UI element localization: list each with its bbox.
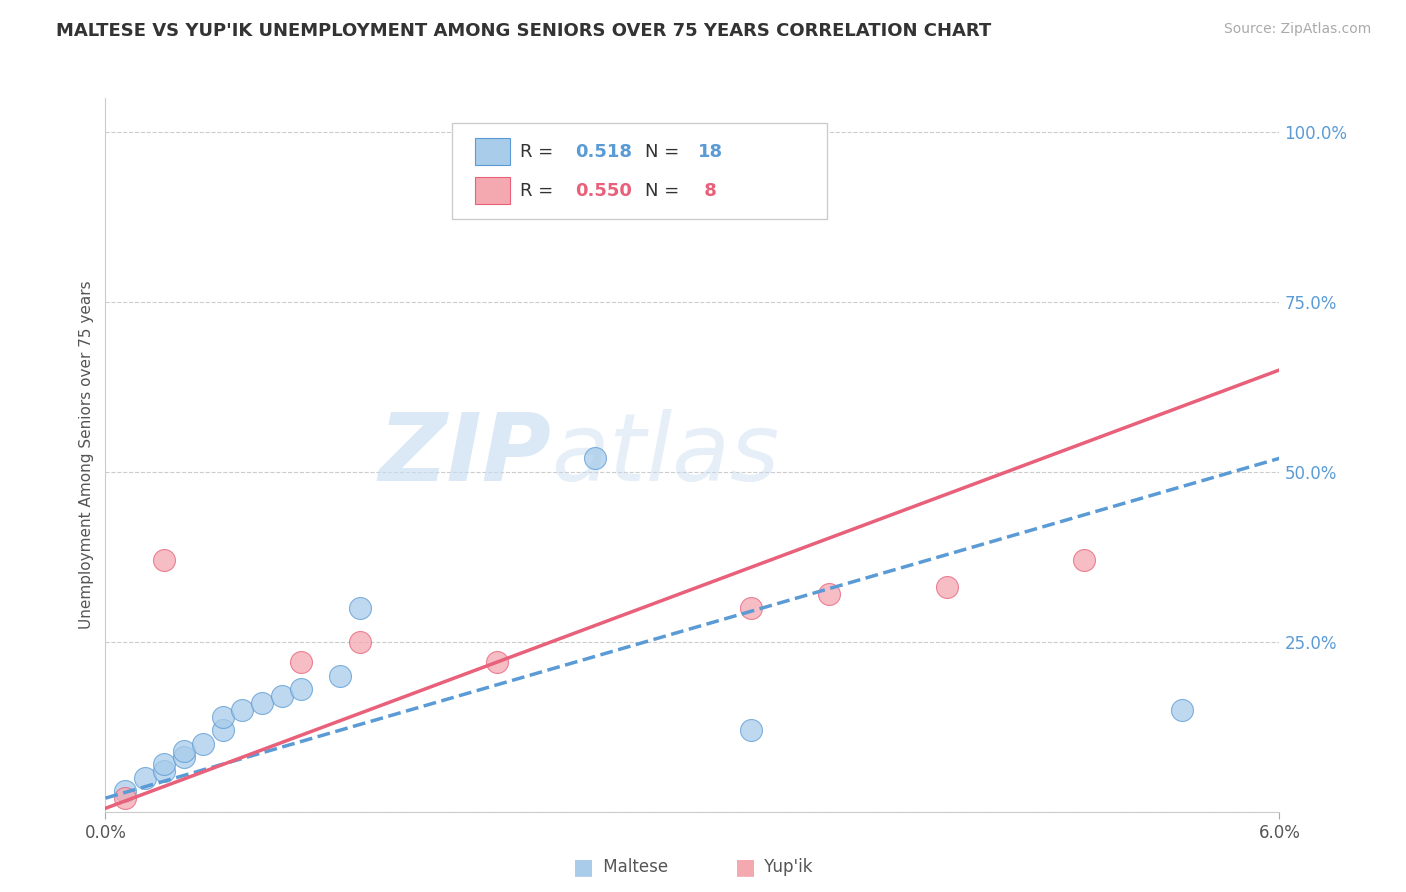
Text: R =: R = <box>520 143 558 161</box>
Point <box>153 757 176 772</box>
Text: ■: ■ <box>574 857 593 877</box>
Text: Yup'ik: Yup'ik <box>759 858 813 876</box>
Point <box>153 764 176 778</box>
Point <box>290 682 312 697</box>
Point <box>935 581 957 595</box>
Text: atlas: atlas <box>551 409 780 500</box>
Text: Source: ZipAtlas.com: Source: ZipAtlas.com <box>1223 22 1371 37</box>
Point <box>153 553 176 567</box>
Text: R =: R = <box>520 182 558 200</box>
Point <box>740 600 762 615</box>
Point <box>231 703 253 717</box>
Text: N =: N = <box>645 182 686 200</box>
Point <box>349 600 371 615</box>
Point <box>173 750 195 764</box>
FancyBboxPatch shape <box>475 138 510 165</box>
Point <box>250 696 273 710</box>
Point <box>1170 703 1192 717</box>
Point <box>485 655 508 669</box>
Point <box>114 784 136 798</box>
Point <box>211 723 233 738</box>
Point <box>134 771 156 785</box>
Point <box>114 791 136 805</box>
Text: ZIP: ZIP <box>378 409 551 501</box>
Point <box>818 587 841 601</box>
Text: ■: ■ <box>735 857 755 877</box>
Point <box>583 451 606 466</box>
Point <box>349 635 371 649</box>
Point <box>329 669 352 683</box>
Point <box>173 743 195 757</box>
Point <box>211 709 233 723</box>
Text: 0.518: 0.518 <box>575 143 633 161</box>
Point <box>740 723 762 738</box>
Point <box>290 655 312 669</box>
Point <box>524 145 547 160</box>
Text: MALTESE VS YUP'IK UNEMPLOYMENT AMONG SENIORS OVER 75 YEARS CORRELATION CHART: MALTESE VS YUP'IK UNEMPLOYMENT AMONG SEN… <box>56 22 991 40</box>
Text: 18: 18 <box>699 143 724 161</box>
Text: 0.550: 0.550 <box>575 182 631 200</box>
FancyBboxPatch shape <box>475 178 510 204</box>
Text: N =: N = <box>645 143 686 161</box>
Y-axis label: Unemployment Among Seniors over 75 years: Unemployment Among Seniors over 75 years <box>79 281 94 629</box>
FancyBboxPatch shape <box>451 123 828 219</box>
Text: 8: 8 <box>699 182 717 200</box>
Point <box>1073 553 1095 567</box>
Point <box>270 689 292 703</box>
Text: Maltese: Maltese <box>598 858 668 876</box>
Point <box>193 737 215 751</box>
